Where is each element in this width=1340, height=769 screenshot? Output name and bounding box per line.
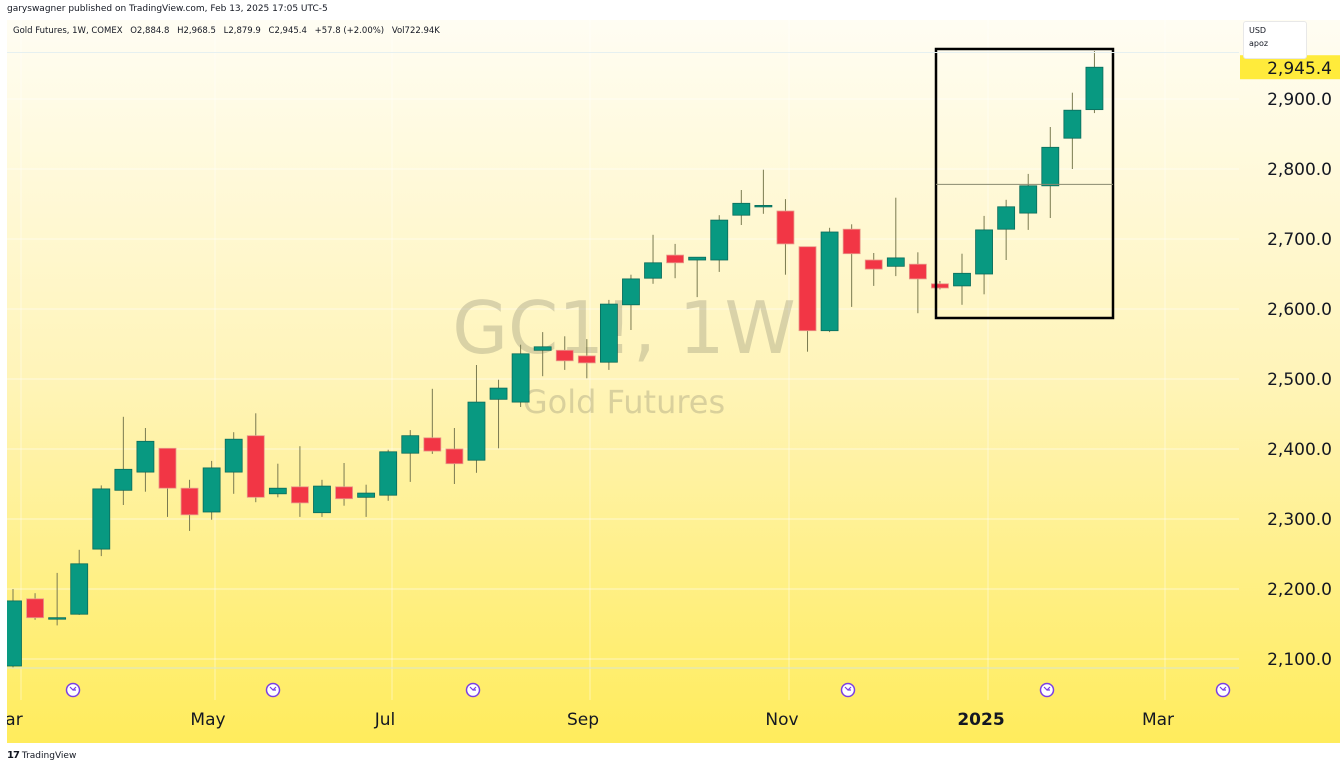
candle-down[interactable] [423, 437, 442, 452]
price-axis-label: 2,200.0 [1267, 580, 1332, 600]
candle-down[interactable] [798, 246, 817, 332]
price-axis-label: 2,600.0 [1267, 300, 1332, 320]
candle-up[interactable] [754, 204, 773, 208]
chart-pane[interactable]: 2,100.0 2,200.0 2,300.0 2,400.0 2,500.0 2,600… [7, 20, 1340, 743]
candle-up[interactable] [92, 488, 111, 550]
candle-up[interactable] [70, 563, 89, 615]
candle-up[interactable] [732, 202, 751, 216]
candle-up[interactable] [313, 485, 331, 514]
candle-up[interactable] [202, 467, 221, 513]
legend-low: L2,879.9 [223, 26, 261, 36]
candle-up[interactable] [7, 600, 22, 667]
legend-open: O2,884.8 [130, 26, 170, 36]
candle-up[interactable] [533, 346, 552, 351]
candle-down[interactable] [445, 448, 464, 465]
annotation-rectangle[interactable] [934, 47, 1115, 320]
time-axis-label: Jul [374, 710, 396, 730]
event-marker-glyph [69, 686, 77, 691]
price-axis-label: 2,100.0 [1267, 650, 1332, 670]
last-price-tag [1240, 55, 1340, 80]
time-axis-label: Mar [1142, 710, 1174, 730]
candle-down[interactable] [577, 355, 596, 364]
unit-label: apoz [1249, 39, 1269, 48]
candle-down[interactable] [335, 486, 353, 500]
candle-up[interactable] [268, 487, 287, 495]
candle-up[interactable] [975, 229, 993, 275]
event-marker-glyph [269, 686, 277, 691]
candle-up[interactable] [224, 438, 243, 473]
time-axis-label: ar [7, 710, 23, 730]
legend-change: +57.8 (+2.00%) [314, 26, 385, 36]
candle-down[interactable] [908, 263, 927, 280]
candle-up[interactable] [622, 278, 640, 306]
candle-up[interactable] [688, 256, 707, 261]
price-axis-label: 2,400.0 [1267, 440, 1332, 460]
currency-label: USD [1249, 26, 1267, 35]
candle-up[interactable] [1019, 185, 1038, 214]
candle-down[interactable] [158, 447, 177, 489]
legend-volume: Vol722.94K [391, 26, 440, 36]
event-marker-glyph [469, 686, 477, 691]
time-axis-label: Nov [765, 710, 798, 730]
candle-down[interactable] [666, 254, 684, 264]
price-axis-label: 2,800.0 [1267, 160, 1332, 180]
currency-unit-box[interactable]: USD apoz [1243, 21, 1307, 59]
candle-down[interactable] [864, 259, 883, 270]
candle-down[interactable] [776, 210, 795, 245]
candle-up[interactable] [357, 492, 376, 498]
candle-up[interactable] [401, 435, 420, 454]
candle-down[interactable] [842, 228, 861, 255]
time-axis-label: 2025 [957, 710, 1004, 730]
candle-up[interactable] [886, 257, 905, 267]
candle-down[interactable] [180, 487, 199, 516]
candle-up[interactable] [644, 262, 662, 279]
time-axis-label: May [190, 710, 225, 730]
last-price-label: 2,945.4 [1267, 59, 1332, 79]
candle-up[interactable] [489, 387, 508, 400]
candle-up[interactable] [467, 401, 486, 461]
event-marker-glyph [1219, 686, 1227, 691]
price-axis-label: 2,300.0 [1267, 510, 1332, 530]
legend-symbol: Gold Futures, 1W, COMEX [13, 26, 123, 36]
candle-up[interactable] [997, 206, 1016, 230]
candle-up[interactable] [511, 353, 530, 403]
candle-up[interactable] [1063, 109, 1082, 139]
candle-up[interactable] [710, 219, 729, 261]
legend-high: H2,968.5 [177, 26, 216, 36]
candle-down[interactable] [26, 598, 44, 619]
event-marker-glyph [1043, 686, 1051, 691]
candle-up[interactable] [48, 617, 67, 620]
brand-label: TradingView [21, 750, 77, 761]
time-axis-label: Sep [567, 710, 599, 730]
candle-down[interactable] [931, 283, 949, 289]
candle-up[interactable] [953, 272, 971, 287]
legend-close: C2,945.4 [268, 26, 307, 36]
price-axis-label: 2,700.0 [1267, 230, 1332, 250]
price-axis-label: 2,500.0 [1267, 370, 1332, 390]
event-marker-glyph [844, 686, 852, 691]
candle-down[interactable] [555, 349, 574, 362]
footer-brand[interactable]: 17 TradingView [7, 750, 76, 761]
published-caption: garyswagner published on TradingView.com… [7, 4, 328, 14]
candle-down[interactable] [291, 486, 309, 504]
tradingview-logo-icon: 17 [7, 750, 20, 761]
price-axis-label: 2,900.0 [1267, 90, 1332, 110]
candle-up[interactable] [1041, 146, 1060, 187]
candle-up[interactable] [136, 440, 155, 473]
watermark-name: Gold Futures [523, 383, 725, 421]
top-divider [7, 52, 1239, 53]
candlestick-chart[interactable]: 2,100.0 2,200.0 2,300.0 2,400.0 2,500.0 2,600… [7, 20, 1340, 743]
candle-up[interactable] [820, 231, 839, 332]
candle-up[interactable] [114, 468, 133, 491]
candle-down[interactable] [246, 435, 265, 498]
candle-up[interactable] [599, 303, 618, 363]
candle-up[interactable] [1085, 66, 1104, 111]
ohlc-legend: Gold Futures, 1W, COMEX O2,884.8 H2,968.… [13, 26, 445, 36]
candle-up[interactable] [379, 451, 398, 496]
